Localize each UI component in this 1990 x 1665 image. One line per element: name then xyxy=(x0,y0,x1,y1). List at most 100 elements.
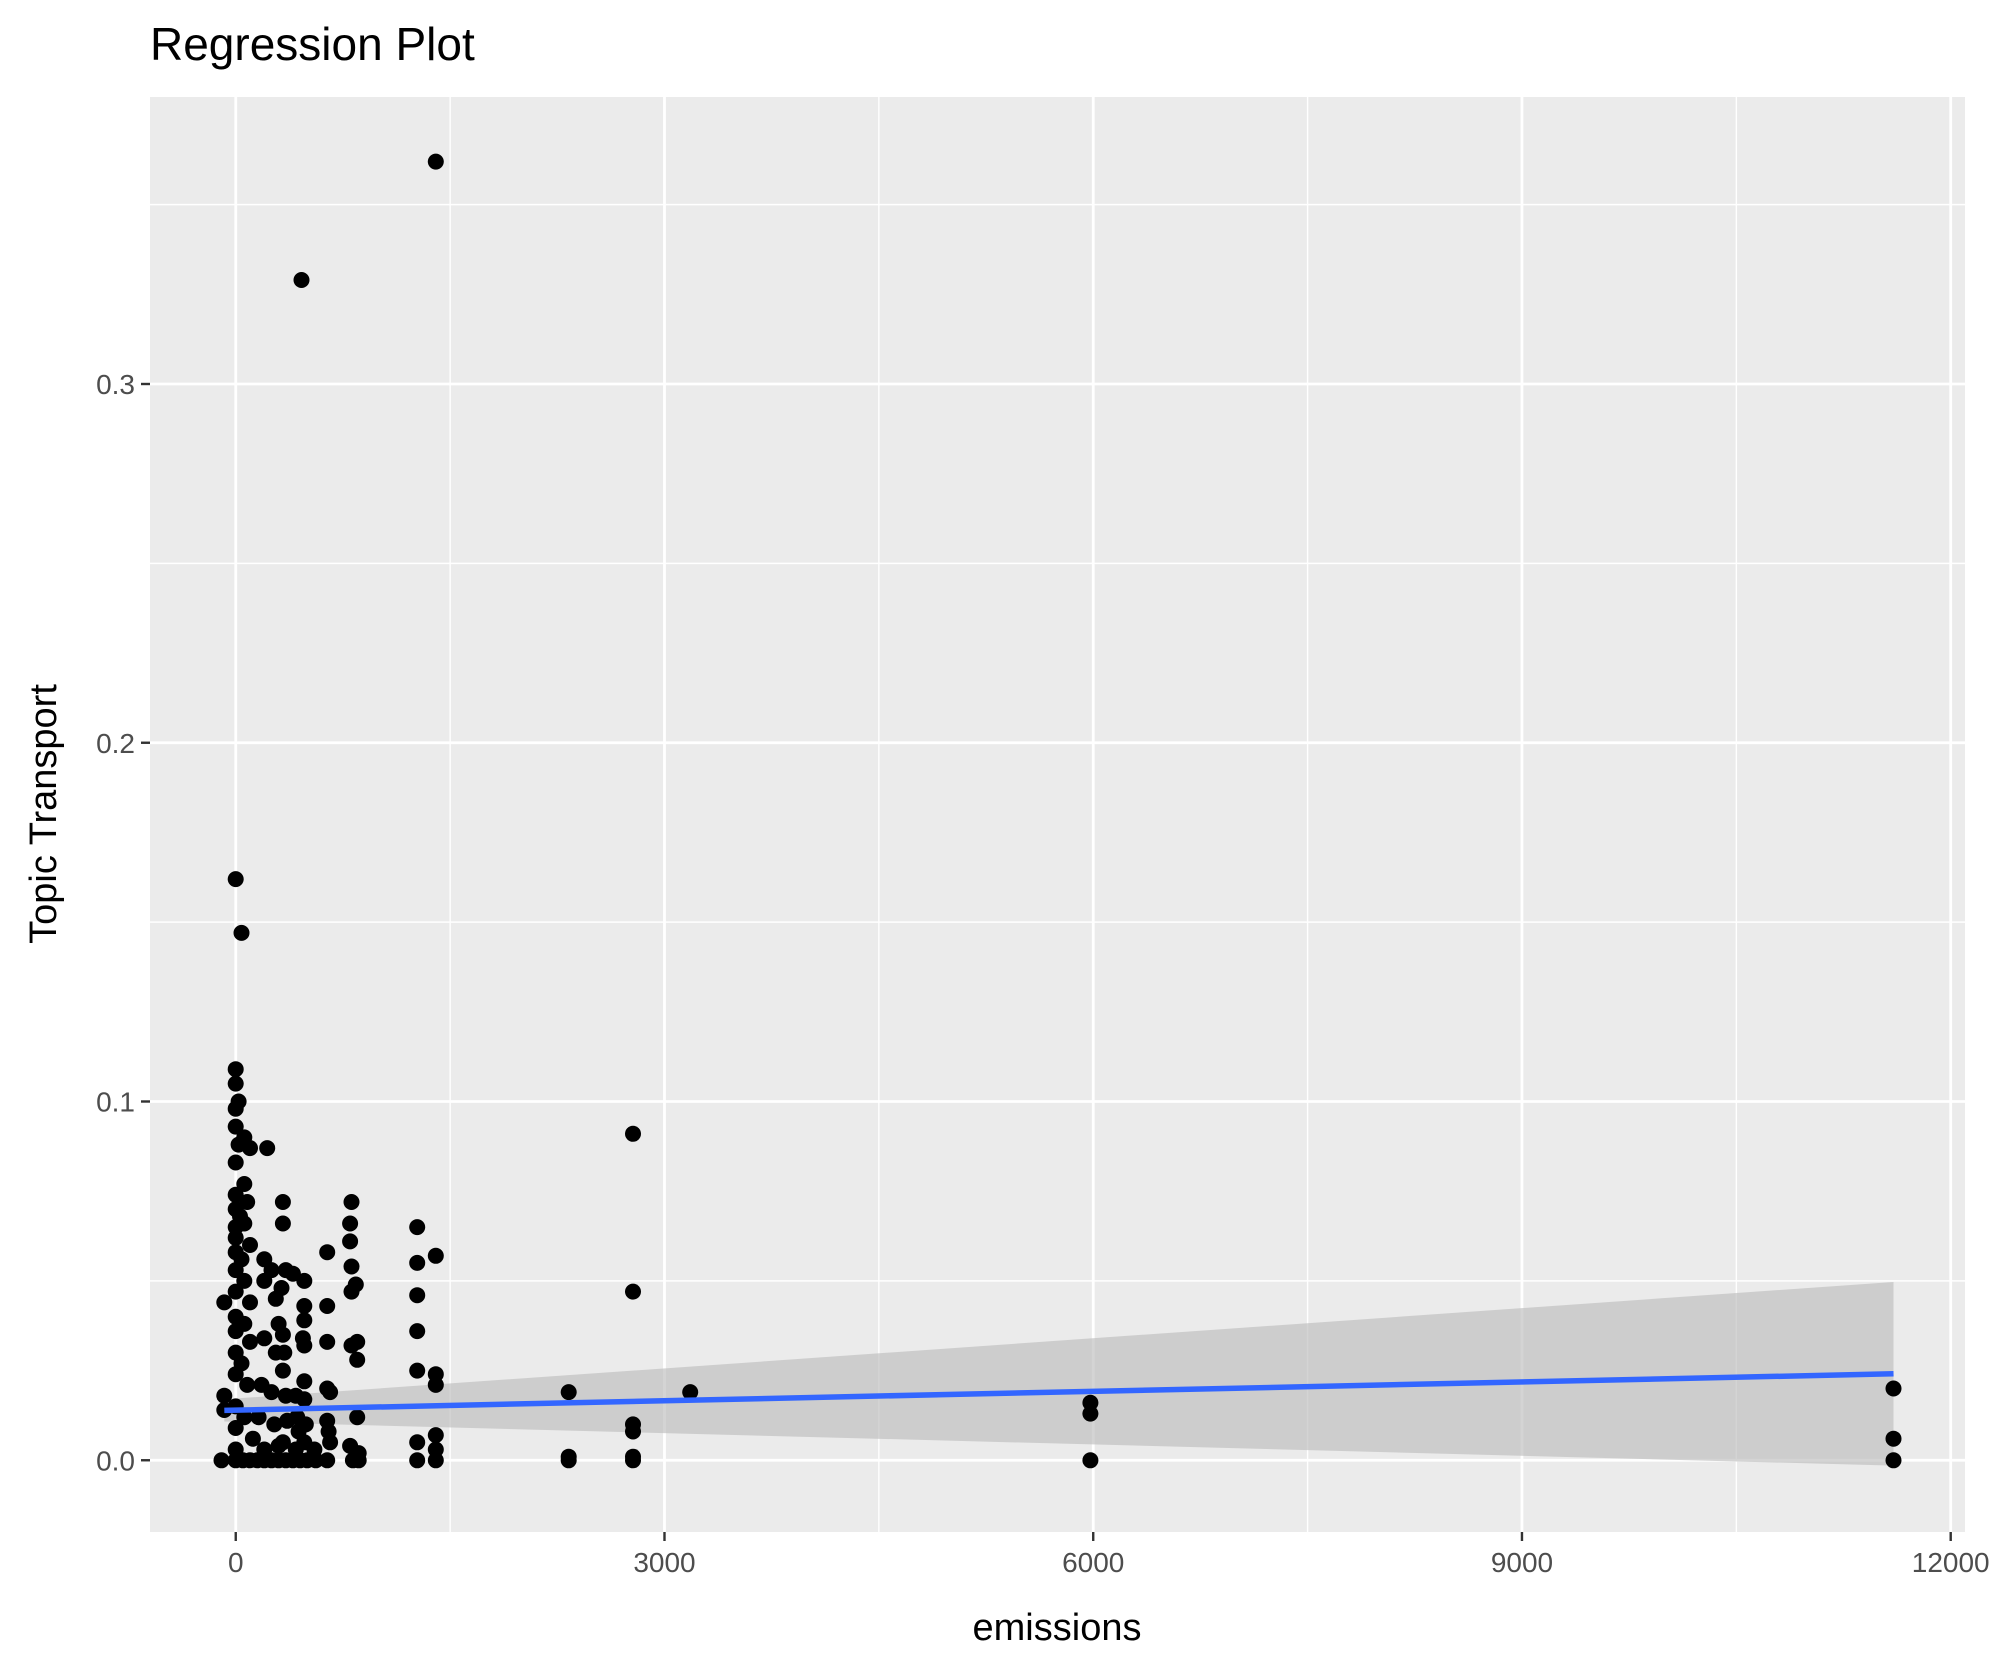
x-axis-title: emissions xyxy=(973,1607,1142,1649)
data-point xyxy=(227,1323,244,1340)
major-gridlines xyxy=(150,97,1965,1532)
minor-gridlines xyxy=(150,97,1965,1532)
data-point xyxy=(227,1229,244,1246)
data-point xyxy=(274,1326,291,1343)
data-point xyxy=(274,1194,291,1210)
data-point xyxy=(227,1100,244,1117)
data-point xyxy=(263,1384,280,1401)
data-point xyxy=(409,1323,426,1340)
data-point xyxy=(427,1376,444,1393)
data-point xyxy=(319,1333,336,1350)
data-point xyxy=(319,1452,336,1469)
x-tick-label: 3000 xyxy=(633,1547,695,1578)
data-point xyxy=(233,924,250,941)
data-point xyxy=(216,1387,233,1404)
data-point xyxy=(276,1344,293,1361)
data-point xyxy=(236,1215,253,1232)
data-point xyxy=(427,153,444,170)
data-point xyxy=(293,272,310,288)
data-point xyxy=(227,1283,244,1300)
data-point xyxy=(297,1416,314,1433)
data-point xyxy=(259,1140,276,1157)
x-tick-label: 9000 xyxy=(1491,1547,1553,1578)
y-tick-label: 0.1 xyxy=(96,1087,135,1118)
data-point xyxy=(227,1075,244,1092)
data-point xyxy=(216,1294,233,1311)
data-point xyxy=(1885,1430,1902,1447)
data-point xyxy=(227,1186,244,1203)
data-point xyxy=(349,1409,366,1426)
data-point xyxy=(296,1312,313,1329)
data-point xyxy=(213,1452,230,1469)
data-point xyxy=(625,1283,641,1300)
data-point xyxy=(296,1373,313,1390)
data-point xyxy=(227,871,244,888)
y-tick-label: 0.3 xyxy=(96,369,135,400)
data-point xyxy=(343,1283,360,1300)
data-point xyxy=(322,1434,339,1451)
data-point xyxy=(250,1409,267,1426)
data-point xyxy=(244,1430,261,1447)
data-point xyxy=(427,1452,444,1469)
data-point xyxy=(236,1176,253,1192)
data-point xyxy=(236,1272,253,1289)
data-point xyxy=(343,1258,360,1275)
y-tick-label: 0.0 xyxy=(96,1445,135,1476)
x-axis-ticks: 0 3000 6000 9000 12000 xyxy=(228,1532,1990,1578)
data-point xyxy=(266,1416,283,1433)
y-tick-label: 0.2 xyxy=(96,728,135,759)
data-point xyxy=(273,1280,290,1296)
data-point xyxy=(427,1427,444,1444)
data-point xyxy=(1082,1405,1099,1422)
plot-panel xyxy=(150,97,1965,1532)
data-point xyxy=(1885,1452,1902,1469)
data-point xyxy=(256,1452,273,1469)
data-points xyxy=(213,153,1902,1469)
regression-line xyxy=(224,1371,1894,1414)
data-point xyxy=(227,1061,244,1078)
data-point xyxy=(239,1194,256,1210)
data-point xyxy=(216,1402,233,1418)
data-point xyxy=(409,1362,426,1379)
data-point xyxy=(296,1391,313,1408)
y-axis-ticks: 0.0 0.1 0.2 0.3 xyxy=(96,369,150,1476)
data-point xyxy=(256,1330,273,1347)
data-point xyxy=(322,1384,339,1401)
data-point xyxy=(625,1125,641,1142)
data-point xyxy=(625,1423,641,1440)
data-point xyxy=(263,1262,280,1279)
data-point xyxy=(239,1376,256,1393)
data-point xyxy=(227,1262,244,1279)
x-tick-label: 6000 xyxy=(1062,1547,1124,1578)
data-point xyxy=(242,1294,258,1311)
data-point xyxy=(296,1337,313,1354)
data-point xyxy=(242,1237,258,1253)
data-point xyxy=(342,1233,359,1250)
data-point xyxy=(227,1118,244,1135)
x-tick-label: 0 xyxy=(228,1547,244,1578)
y-axis-title: Topic Transport xyxy=(23,684,65,944)
confidence-band xyxy=(224,1282,1894,1466)
data-point xyxy=(682,1384,699,1401)
data-point xyxy=(296,1272,313,1289)
data-point xyxy=(230,1136,247,1153)
data-point xyxy=(409,1254,426,1271)
data-point xyxy=(409,1452,426,1469)
data-point xyxy=(1885,1380,1902,1397)
data-point xyxy=(274,1362,291,1379)
data-point xyxy=(625,1452,641,1469)
chart-title: Regression Plot xyxy=(150,18,475,70)
data-point xyxy=(560,1452,577,1469)
data-point xyxy=(427,1247,444,1264)
x-tick-label: 12000 xyxy=(1912,1547,1990,1578)
data-point xyxy=(409,1287,426,1304)
data-point xyxy=(560,1384,577,1401)
data-point xyxy=(319,1298,336,1314)
data-point xyxy=(349,1351,366,1368)
data-point xyxy=(284,1265,301,1282)
data-point xyxy=(274,1215,291,1232)
data-point xyxy=(227,1366,244,1383)
data-point xyxy=(343,1194,360,1210)
data-point xyxy=(409,1434,426,1451)
